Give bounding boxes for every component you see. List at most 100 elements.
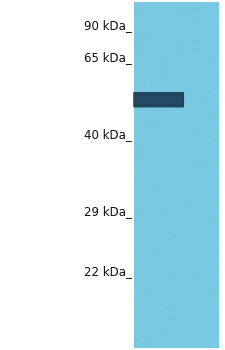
Ellipse shape (185, 7, 191, 10)
Ellipse shape (161, 211, 169, 215)
Ellipse shape (185, 328, 190, 331)
Ellipse shape (139, 279, 145, 280)
Ellipse shape (212, 236, 219, 239)
Ellipse shape (162, 149, 169, 153)
Ellipse shape (143, 35, 148, 38)
Ellipse shape (153, 126, 155, 129)
Ellipse shape (196, 336, 200, 339)
Ellipse shape (182, 48, 188, 52)
Ellipse shape (181, 268, 187, 272)
Ellipse shape (176, 154, 182, 156)
Ellipse shape (207, 293, 215, 296)
Ellipse shape (192, 213, 194, 216)
Ellipse shape (151, 101, 155, 103)
Ellipse shape (204, 193, 209, 196)
Ellipse shape (182, 21, 188, 24)
Ellipse shape (135, 10, 143, 15)
Ellipse shape (183, 229, 187, 231)
Ellipse shape (205, 181, 211, 182)
Ellipse shape (137, 144, 140, 148)
Ellipse shape (148, 169, 151, 173)
Ellipse shape (211, 138, 218, 140)
Ellipse shape (157, 208, 159, 211)
Ellipse shape (149, 39, 156, 43)
Ellipse shape (199, 249, 204, 251)
Ellipse shape (137, 107, 140, 108)
Ellipse shape (145, 197, 149, 200)
Ellipse shape (134, 338, 138, 342)
Ellipse shape (174, 65, 176, 70)
Ellipse shape (182, 295, 187, 298)
Ellipse shape (152, 127, 156, 131)
Ellipse shape (143, 43, 146, 47)
Ellipse shape (209, 164, 211, 167)
Text: 40 kDa_: 40 kDa_ (84, 128, 132, 141)
Ellipse shape (195, 224, 203, 228)
Ellipse shape (149, 323, 153, 327)
Ellipse shape (185, 238, 190, 239)
Ellipse shape (191, 288, 196, 293)
Ellipse shape (195, 293, 202, 294)
Ellipse shape (137, 214, 142, 215)
Ellipse shape (180, 91, 187, 93)
Ellipse shape (192, 178, 200, 181)
Ellipse shape (202, 299, 208, 304)
Ellipse shape (164, 43, 169, 46)
Ellipse shape (152, 161, 159, 162)
Ellipse shape (200, 103, 202, 107)
Ellipse shape (155, 63, 158, 65)
Ellipse shape (131, 326, 137, 329)
Ellipse shape (168, 78, 173, 82)
Ellipse shape (166, 262, 170, 264)
Ellipse shape (174, 214, 179, 216)
Ellipse shape (158, 30, 162, 33)
Ellipse shape (207, 330, 213, 334)
Ellipse shape (142, 291, 149, 296)
Ellipse shape (159, 108, 165, 112)
Ellipse shape (138, 111, 143, 112)
Ellipse shape (176, 300, 179, 301)
Ellipse shape (184, 63, 187, 65)
Ellipse shape (192, 127, 195, 133)
Ellipse shape (198, 251, 203, 255)
FancyBboxPatch shape (136, 96, 182, 104)
Ellipse shape (143, 149, 148, 153)
Ellipse shape (215, 56, 220, 59)
Ellipse shape (202, 90, 205, 92)
Ellipse shape (166, 273, 172, 278)
Ellipse shape (166, 86, 172, 89)
Ellipse shape (172, 151, 179, 154)
Ellipse shape (136, 141, 143, 145)
Ellipse shape (146, 222, 152, 225)
Text: 65 kDa_: 65 kDa_ (84, 51, 132, 64)
Ellipse shape (137, 51, 143, 54)
Ellipse shape (139, 236, 141, 240)
Ellipse shape (186, 47, 193, 49)
Ellipse shape (199, 328, 202, 330)
Ellipse shape (147, 120, 149, 122)
Ellipse shape (184, 149, 191, 151)
Ellipse shape (151, 102, 157, 106)
Ellipse shape (177, 279, 180, 280)
Ellipse shape (209, 328, 213, 333)
Ellipse shape (162, 78, 164, 81)
Ellipse shape (211, 319, 218, 320)
Ellipse shape (188, 172, 195, 173)
Ellipse shape (153, 290, 157, 295)
FancyBboxPatch shape (133, 92, 184, 107)
Ellipse shape (144, 91, 146, 95)
Ellipse shape (162, 23, 169, 27)
Ellipse shape (169, 223, 171, 226)
Ellipse shape (140, 214, 147, 217)
Ellipse shape (149, 215, 151, 216)
Ellipse shape (204, 276, 210, 281)
Ellipse shape (206, 138, 213, 142)
Ellipse shape (213, 13, 217, 14)
Ellipse shape (209, 230, 215, 234)
Ellipse shape (171, 234, 178, 238)
Text: 90 kDa_: 90 kDa_ (84, 19, 132, 32)
Ellipse shape (170, 335, 178, 338)
Ellipse shape (214, 79, 219, 82)
Ellipse shape (177, 328, 180, 330)
Ellipse shape (151, 304, 154, 309)
